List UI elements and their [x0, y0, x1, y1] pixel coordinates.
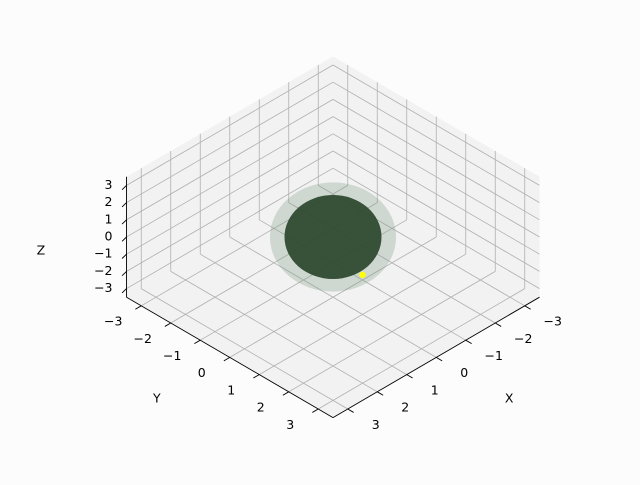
- x-tick-label: −2: [514, 331, 532, 346]
- point-layer: [359, 271, 366, 279]
- x-tick: [495, 322, 502, 327]
- grid-line: [332, 116, 540, 238]
- x-axis-title: X: [505, 391, 514, 406]
- grid-line: [126, 64, 334, 186]
- x-tick-label: −1: [485, 348, 503, 363]
- z-tick: [121, 185, 127, 191]
- x-tick-label: 2: [401, 400, 409, 415]
- grid-line: [170, 271, 378, 393]
- z-tick-label: 3: [105, 177, 113, 192]
- z-axis-title: Z: [37, 242, 46, 257]
- data-point: [359, 271, 366, 279]
- y-tick: [135, 305, 142, 310]
- y-tick: [223, 357, 230, 362]
- x-tick-label: 0: [460, 365, 468, 380]
- grid-line: [318, 288, 525, 410]
- grid-line: [126, 99, 334, 221]
- x-tick: [406, 374, 413, 379]
- z-tick: [121, 219, 127, 225]
- y-tick-label: 2: [257, 400, 265, 415]
- z-tick-label: −2: [94, 263, 112, 278]
- z-tick: [121, 271, 127, 277]
- x-tick-label: −3: [544, 314, 562, 329]
- y-tick-label: 1: [227, 382, 235, 397]
- y-tick-label: 0: [198, 365, 206, 380]
- z-tick-label: 0: [105, 229, 113, 244]
- z-tick: [121, 202, 127, 208]
- x-tick-label: 1: [431, 382, 439, 397]
- z-tick: [121, 236, 127, 242]
- y-tick: [194, 339, 201, 345]
- x-tick: [377, 391, 384, 396]
- grid-line: [332, 64, 540, 186]
- z-tick-label: 1: [105, 211, 113, 226]
- grid-line: [126, 81, 334, 203]
- grid-line: [332, 81, 540, 203]
- x-tick: [465, 339, 472, 345]
- x-tick-label: 3: [372, 417, 380, 432]
- surface-layer: [269, 182, 397, 292]
- z-tick-label: −1: [94, 246, 112, 261]
- y-tick: [312, 408, 319, 413]
- y-tick: [282, 391, 289, 396]
- z-tick: [121, 288, 127, 294]
- z-tick-label: −3: [94, 280, 112, 295]
- z-tick: [121, 253, 127, 259]
- y-tick-label: −2: [134, 331, 152, 346]
- y-tick: [253, 374, 260, 379]
- y-axis-title: Y: [152, 391, 161, 406]
- y-tick-label: 3: [286, 417, 294, 432]
- grid-line: [126, 116, 334, 238]
- grid-line: [332, 99, 540, 221]
- label-layer: X Y Z −3 −2 −1 0 1 2 3 −3 −2 −1 0 1 2 3 −3 −2 −1 0 1 2 3: [37, 177, 562, 432]
- grid-line: [141, 288, 348, 410]
- grid-line: [288, 271, 496, 393]
- y-tick: [164, 322, 171, 327]
- y-tick-label: −1: [163, 348, 181, 363]
- grid-line: [259, 253, 466, 375]
- axis-layer: [121, 176, 540, 418]
- sphere-surface: [284, 195, 382, 279]
- z-tick-label: 2: [105, 194, 113, 209]
- grid-line: [229, 236, 437, 358]
- x-tick: [524, 305, 531, 310]
- x-tick: [347, 408, 354, 413]
- grid-line: [200, 253, 407, 375]
- y-tick-label: −3: [104, 314, 122, 329]
- x-tick: [436, 357, 443, 362]
